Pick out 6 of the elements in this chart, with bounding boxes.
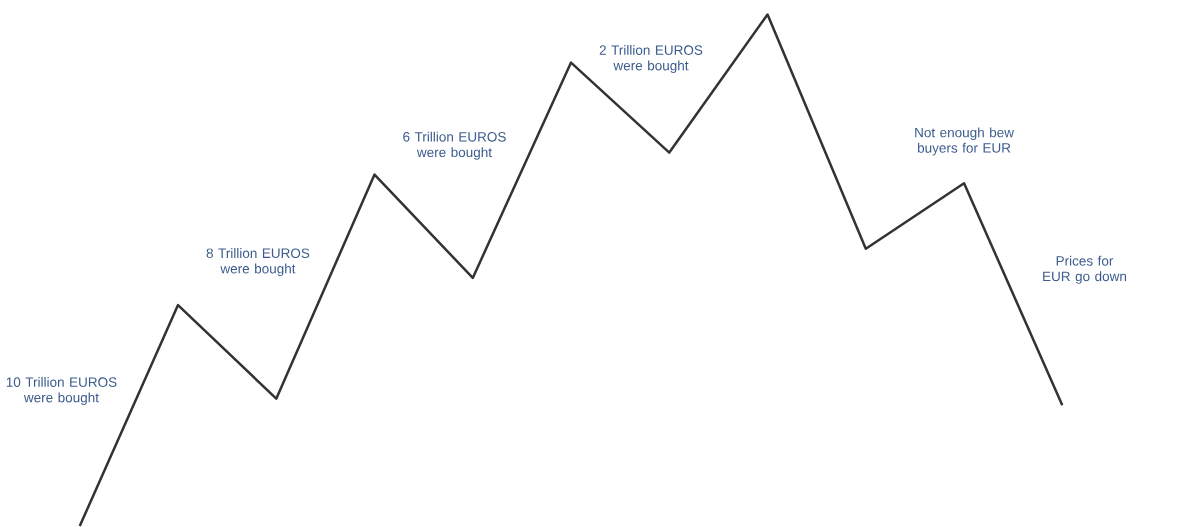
annotation: Prices for EUR go down bbox=[1043, 255, 1127, 284]
annotation: 8 Trillion EUROS were bought bbox=[206, 247, 310, 276]
annotation: 10 Trillion EUROS were bought bbox=[6, 376, 117, 405]
annotation: 2 Trillion EUROS were bought bbox=[599, 44, 703, 73]
annotation: Not enough bew buyers for EUR bbox=[915, 127, 1015, 156]
annotation: 6 Trillion EUROS were bought bbox=[403, 131, 506, 160]
